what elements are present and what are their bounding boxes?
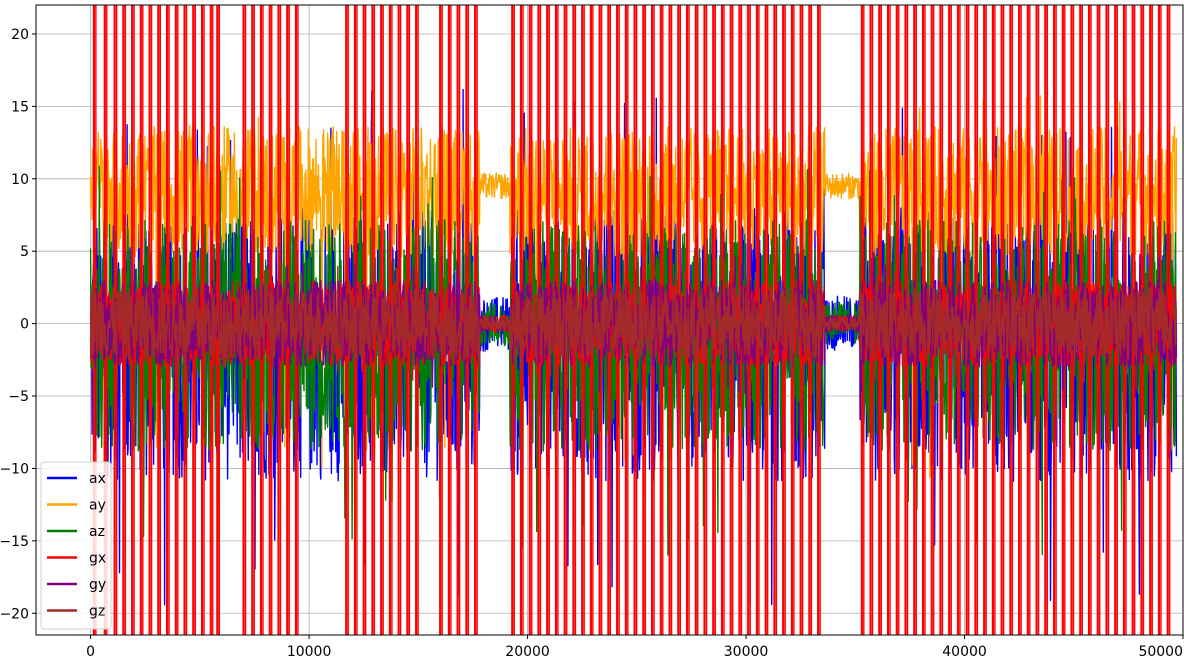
x-tick-label: 50000 (1138, 644, 1183, 659)
y-tick-label: 20 (11, 27, 29, 43)
y-tick-label: −15 (0, 534, 29, 550)
legend: ax ay az gx gy gz (40, 461, 112, 630)
y-tick-label: 10 (11, 172, 29, 188)
x-tick-label: 20000 (505, 644, 550, 659)
x-tick-label: 30000 (724, 644, 769, 659)
legend-label-gx: gx (89, 551, 106, 567)
legend-label-gz: gz (89, 604, 105, 620)
legend-label-az: az (89, 524, 105, 540)
legend-label-gy: gy (89, 577, 106, 593)
y-tick-label: −10 (0, 461, 29, 477)
plot-frame (35, 4, 1184, 636)
y-tick-label: −5 (8, 389, 29, 405)
x-tick-label: 0 (86, 644, 95, 659)
y-tick-label: 15 (11, 99, 29, 115)
x-tick-label: 10000 (287, 644, 332, 659)
legend-label-ax: ax (89, 471, 106, 487)
x-axis: 0 10000 20000 30000 40000 50000 (86, 635, 1184, 660)
series-line-gz (89, 265, 1178, 383)
plot-border (35, 4, 1184, 636)
y-tick-label: 5 (20, 244, 29, 260)
y-tick-label: 0 (20, 317, 29, 333)
legend-label-ay: ay (89, 498, 106, 514)
y-axis: 20 15 10 5 0 −5 −10 −15 −20 (0, 27, 36, 622)
x-tick-label: 40000 (942, 644, 987, 659)
y-tick-label: −20 (0, 606, 29, 622)
